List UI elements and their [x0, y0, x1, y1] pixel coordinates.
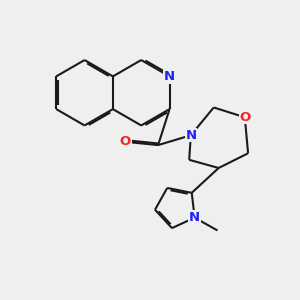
Text: O: O — [120, 135, 131, 148]
Text: N: N — [185, 129, 197, 142]
Text: N: N — [189, 211, 200, 224]
Text: O: O — [239, 111, 250, 124]
Text: N: N — [164, 70, 175, 83]
